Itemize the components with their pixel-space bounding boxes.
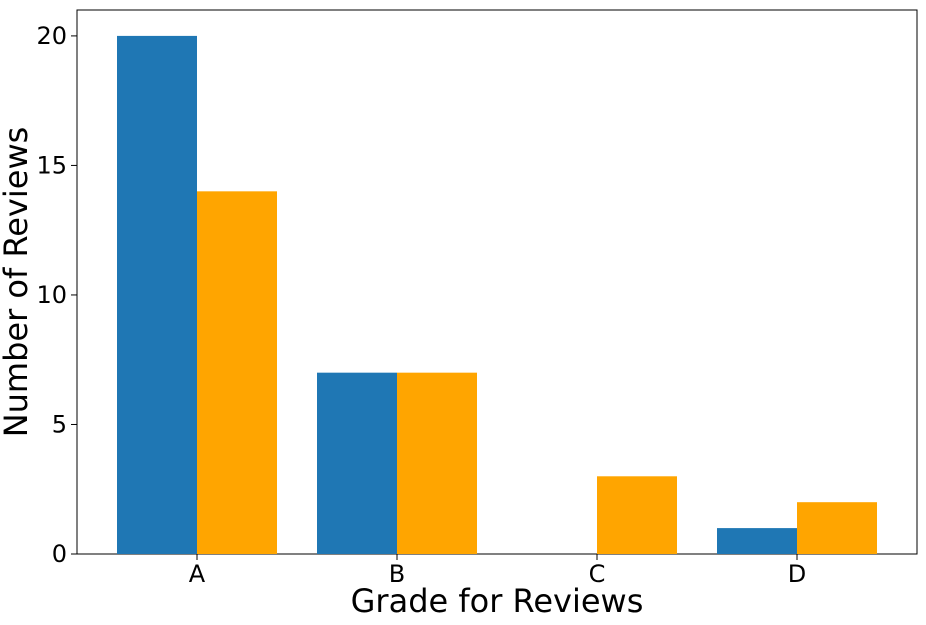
x-tick-label: B — [389, 560, 405, 588]
bar-series-2-C — [597, 476, 677, 554]
y-axis-title: Number of Reviews — [0, 127, 35, 438]
bars-layer — [117, 35, 877, 554]
bar-series-2-D — [797, 502, 877, 554]
y-tick-label: 0 — [52, 540, 67, 568]
y-tick-label: 5 — [52, 410, 67, 438]
y-tick-label: 10 — [36, 281, 67, 309]
bar-series-1-B — [317, 372, 397, 554]
plot-frame — [76, 9, 918, 555]
x-axis-ticks: A B C D — [189, 554, 806, 588]
bar-series-1-D — [717, 528, 797, 554]
y-tick-label: 20 — [36, 22, 67, 50]
x-tick-label: C — [589, 560, 606, 588]
bar-series-1-A — [117, 35, 197, 554]
y-axis-ticks: 0 5 10 15 20 — [36, 22, 77, 568]
x-tick-label: D — [788, 560, 806, 588]
x-axis-title: Grade for Reviews — [351, 582, 644, 620]
x-tick-label: A — [189, 560, 206, 588]
bar-series-2-B — [397, 372, 477, 554]
bar-series-2-A — [197, 191, 277, 554]
y-tick-label: 15 — [36, 151, 67, 179]
